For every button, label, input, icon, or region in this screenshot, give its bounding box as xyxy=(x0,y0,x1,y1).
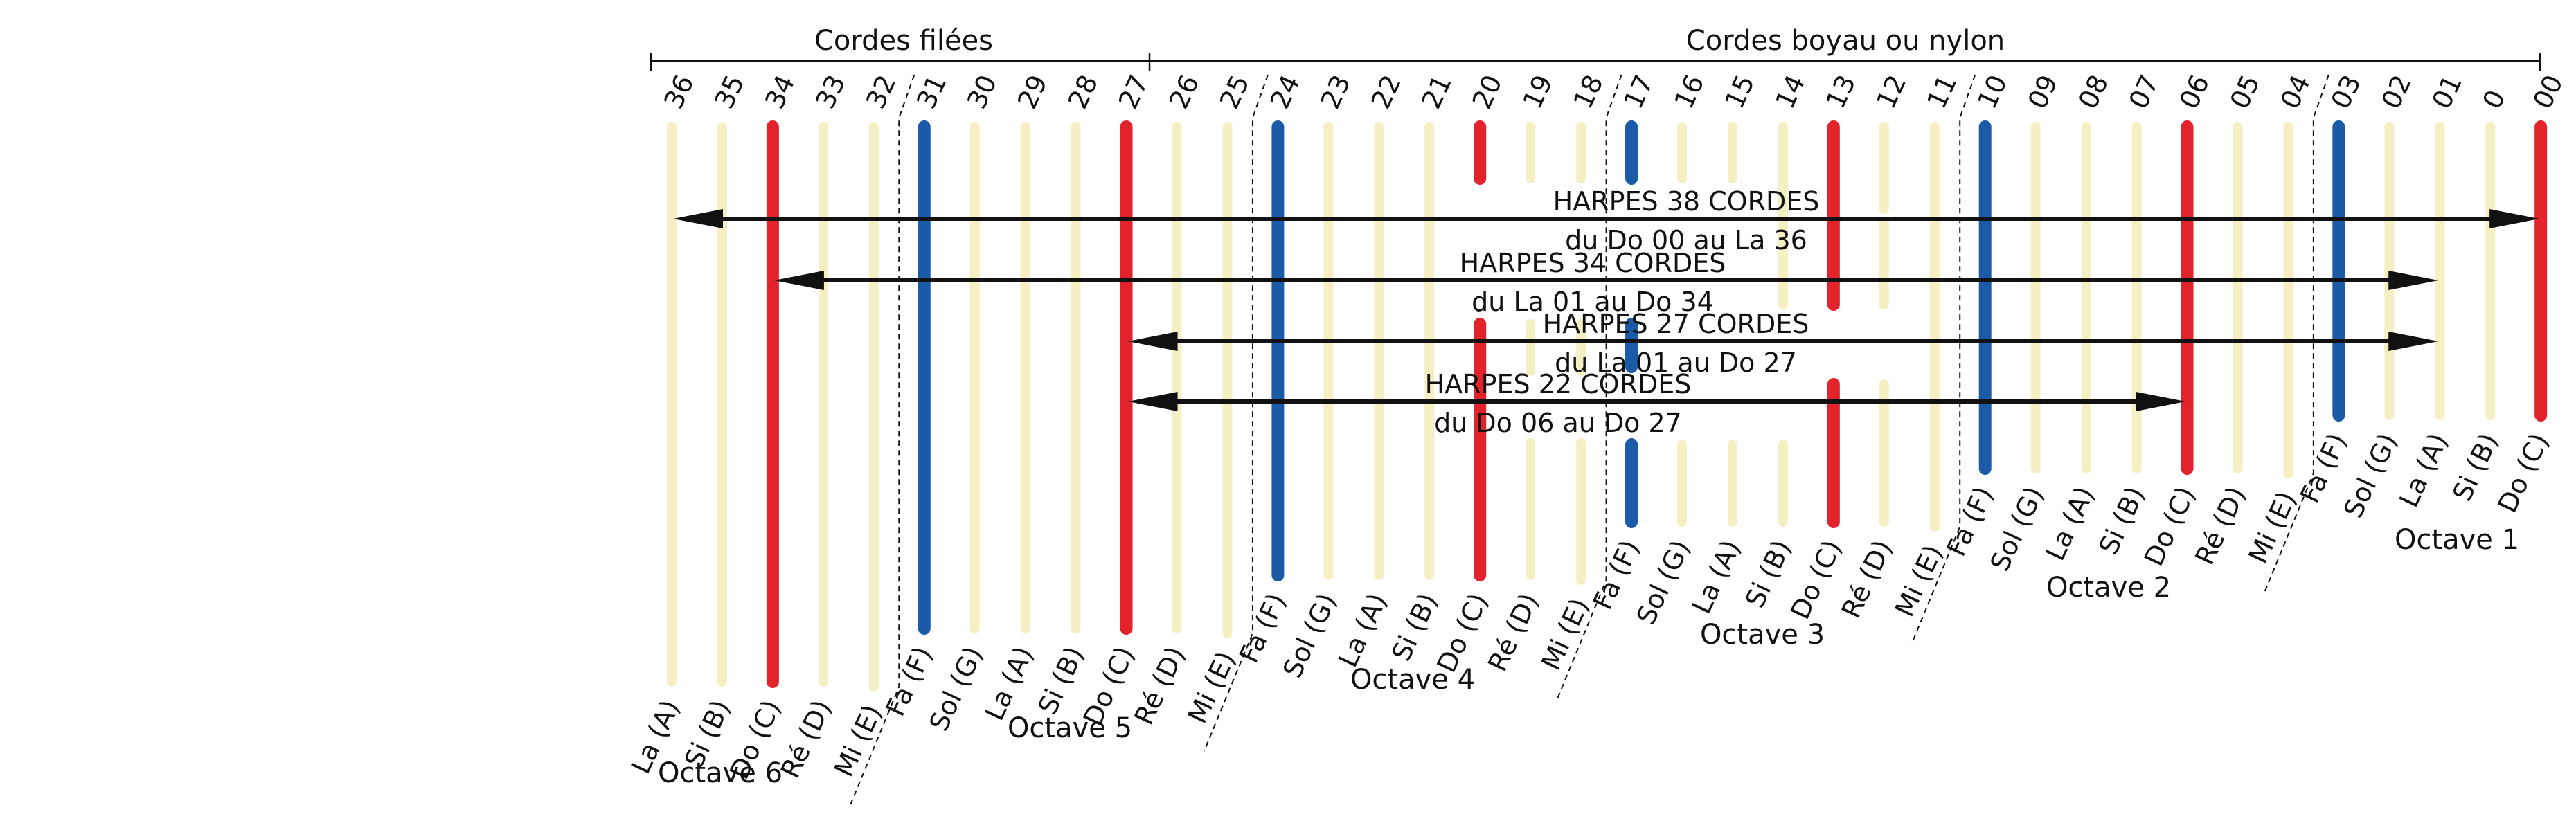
octave-separator xyxy=(850,74,915,805)
range-subtitle-1: du Do 00 au La 36 xyxy=(1565,225,1807,255)
string-number-26: 26 xyxy=(1163,70,1205,113)
range-title-2: HARPES 34 CORDES xyxy=(1460,248,1726,278)
arrowhead-right xyxy=(2388,332,2439,351)
string-number-01: 01 xyxy=(2426,70,2468,113)
range-subtitle-4: du Do 06 au Do 27 xyxy=(1434,408,1682,438)
note-label-07: Si (B) xyxy=(2093,482,2151,559)
string-number-27: 27 xyxy=(1113,70,1154,113)
string-number-22: 22 xyxy=(1366,70,1407,113)
note-label-0: Si (B) xyxy=(2447,428,2504,505)
string-number-20: 20 xyxy=(1466,70,1508,113)
string-number-07: 07 xyxy=(2123,70,2165,113)
octave-label-2: Octave 2 xyxy=(2046,572,2171,604)
string-number-36: 36 xyxy=(658,70,699,113)
string-number-21: 21 xyxy=(1416,70,1458,113)
octave-label-4: Octave 4 xyxy=(1350,664,1475,696)
string-number-25: 25 xyxy=(1214,70,1255,113)
string-number-34: 34 xyxy=(759,70,800,113)
string-number-03: 03 xyxy=(2325,70,2367,113)
string-number-16: 16 xyxy=(1668,70,1710,113)
string-number-15: 15 xyxy=(1719,70,1760,113)
note-label-18: Mi (E) xyxy=(1535,593,1595,674)
arrowhead-left xyxy=(1127,332,1178,351)
string-number-10: 10 xyxy=(1971,70,2013,113)
string-number-02: 02 xyxy=(2376,70,2417,113)
octave-label-3: Octave 3 xyxy=(1700,619,1825,651)
string-number-17: 17 xyxy=(1618,70,1659,113)
range-subtitle-3: du La 01 au Do 27 xyxy=(1555,348,1797,378)
note-label-28: Si (B) xyxy=(1032,642,1090,719)
string-number-12: 12 xyxy=(1870,70,1912,113)
string-number-28: 28 xyxy=(1062,70,1104,113)
string-number-24: 24 xyxy=(1264,70,1306,113)
note-label-21: Si (B) xyxy=(1386,588,1443,665)
range-title-1: HARPES 38 CORDES xyxy=(1553,186,1820,217)
string-number-14: 14 xyxy=(1769,70,1811,113)
arrowhead-right xyxy=(2388,271,2439,290)
header-wound-strings: Cordes filées xyxy=(814,25,993,57)
string-number-33: 33 xyxy=(810,70,851,113)
string-number-31: 31 xyxy=(911,70,952,113)
string-number-05: 05 xyxy=(2224,70,2266,113)
string-number-19: 19 xyxy=(1517,70,1558,113)
note-label-04: Mi (E) xyxy=(2243,487,2302,568)
arrowhead-left xyxy=(773,271,824,290)
string-number-0: 0 xyxy=(2476,85,2511,114)
range-title-3: HARPES 27 CORDES xyxy=(1543,309,1809,339)
string-number-06: 06 xyxy=(2174,70,2215,113)
string-number-23: 23 xyxy=(1315,70,1357,113)
octave-label-6: Octave 6 xyxy=(658,757,782,789)
range-subtitle-2: du La 01 au Do 34 xyxy=(1472,287,1714,317)
arrowhead-left xyxy=(673,209,723,228)
header-gut-nylon-strings: Cordes boyau ou nylon xyxy=(1686,25,2005,57)
string-number-09: 09 xyxy=(2022,70,2064,113)
note-label-32: Mi (E) xyxy=(828,700,888,781)
string-number-30: 30 xyxy=(961,70,1003,113)
range-title-4: HARPES 22 CORDES xyxy=(1425,369,1692,399)
octave-label-1: Octave 1 xyxy=(2395,524,2519,556)
string-number-00: 00 xyxy=(2527,70,2568,113)
string-number-18: 18 xyxy=(1567,70,1609,113)
arrowhead-left xyxy=(1127,392,1178,411)
octave-separator xyxy=(2264,74,2329,592)
string-number-29: 29 xyxy=(1012,70,1053,113)
note-label-25: Mi (E) xyxy=(1182,647,1242,728)
string-number-04: 04 xyxy=(2275,70,2316,113)
note-label-14: Si (B) xyxy=(1739,535,1797,612)
octave-separator xyxy=(1557,74,1622,698)
octave-label-5: Octave 5 xyxy=(1008,712,1132,744)
string-number-13: 13 xyxy=(1820,70,1861,113)
arrowhead-right xyxy=(2136,392,2186,411)
string-number-32: 32 xyxy=(860,70,902,113)
string-number-35: 35 xyxy=(708,70,750,113)
note-label-11: Mi (E) xyxy=(1889,540,1949,621)
octave-separator xyxy=(1204,74,1269,752)
arrowhead-right xyxy=(2489,209,2540,228)
octave-separator xyxy=(1911,74,1976,645)
string-number-08: 08 xyxy=(2073,70,2114,113)
string-number-11: 11 xyxy=(1921,70,1962,113)
